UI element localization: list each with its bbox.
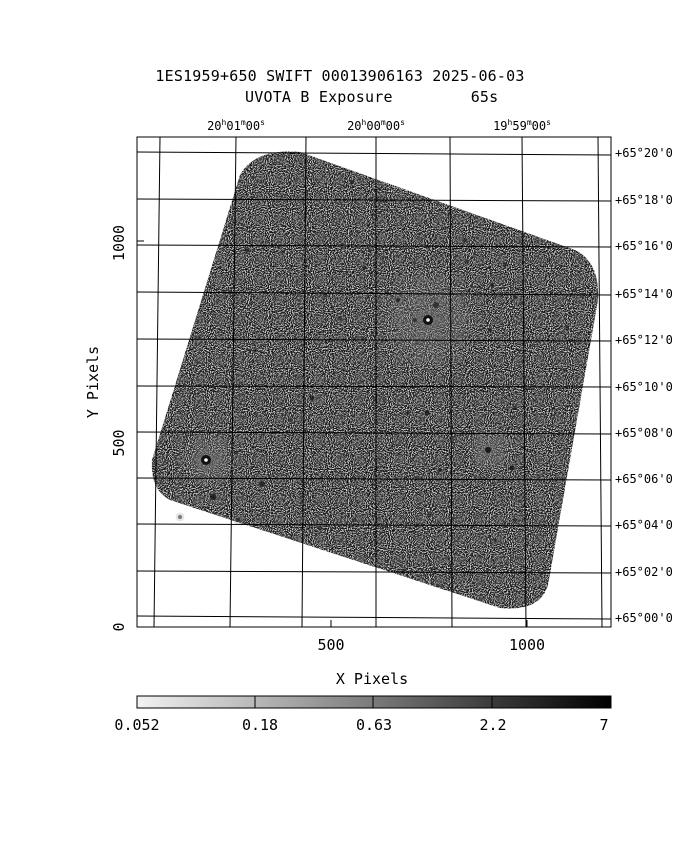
exposure-field <box>151 151 599 609</box>
colorbar-label-3: 0.63 <box>355 716 393 734</box>
star-source <box>433 302 439 308</box>
star-source <box>353 518 357 522</box>
ra-tick-label: 20h00m00s <box>347 118 405 133</box>
star-source <box>488 328 492 332</box>
x-tick-500: 500 <box>317 636 344 654</box>
star-source <box>323 293 327 297</box>
star-sources <box>175 177 580 576</box>
plot-frame <box>136 136 612 628</box>
star-source <box>424 410 430 416</box>
x-tick-1000: 1000 <box>509 636 545 654</box>
star-source <box>413 318 417 322</box>
colorbar-ticks <box>254 696 493 708</box>
y-tick-0: 0 <box>110 622 128 631</box>
star-source <box>234 451 238 455</box>
star-source <box>228 290 232 294</box>
star-source <box>509 465 515 471</box>
dec-tick-label: +65°12'0 <box>615 333 673 347</box>
star-source <box>485 447 491 453</box>
dec-axis-labels: +65°20'0 +65°18'0 +65°16'0 +65°14'0 +65°12'0… <box>615 146 673 625</box>
star-source <box>547 258 551 262</box>
dec-tick-label: +65°16'0 <box>615 239 673 253</box>
saturated-core <box>426 318 430 322</box>
star-source <box>513 518 517 522</box>
filter-label: UVOTA B Exposure <box>245 88 393 106</box>
star-source <box>490 283 494 287</box>
star-source <box>465 260 469 264</box>
star-source <box>288 418 292 422</box>
dec-tick-label: +65°06'0 <box>615 472 673 486</box>
star-source <box>463 238 467 242</box>
dec-tick-label: +65°02'0 <box>615 565 673 579</box>
star-source <box>368 248 372 252</box>
star-source <box>493 538 497 542</box>
star-source <box>309 395 315 401</box>
ra-tick-label: 20h01m00s <box>207 118 265 133</box>
star-source <box>259 481 265 487</box>
y-tick-500: 500 <box>110 429 128 456</box>
ra-tick-label: 19h59m00s <box>493 118 551 133</box>
star-source <box>406 411 410 415</box>
star-source <box>362 266 366 270</box>
y-axis-label: Y Pixels <box>84 346 102 418</box>
wcs-grid <box>136 136 612 628</box>
y-tick-1000: 1000 <box>110 225 128 261</box>
dec-tick-label: +65°20'0 <box>615 146 673 160</box>
star-source <box>573 288 577 292</box>
star-source <box>253 348 257 352</box>
saturated-core <box>204 458 208 462</box>
colorbar-label-min: 0.052 <box>114 716 160 734</box>
star-source <box>396 298 400 302</box>
pixel-axis-ticks <box>137 240 528 628</box>
dec-tick-label: +65°14'0 <box>615 287 673 301</box>
colorbar-label-4: 2.2 <box>479 716 507 734</box>
star-source <box>210 494 216 500</box>
star-source <box>503 263 507 267</box>
dec-tick-label: +65°00'0 <box>615 611 673 625</box>
star-source <box>244 247 250 253</box>
colorbar-label-2: 0.18 <box>241 716 279 734</box>
dec-tick-label: +65°04'0 <box>615 518 673 532</box>
colorbar <box>136 695 612 709</box>
star-source <box>350 180 354 184</box>
star-source <box>236 518 240 522</box>
star-source <box>438 468 442 472</box>
image-title: 1ES1959+650 SWIFT 00013906163 2025-06-03 <box>155 67 525 85</box>
dec-tick-label: +65°10'0 <box>615 380 673 394</box>
colorbar-label-max: 7 <box>599 716 609 734</box>
star-source <box>563 368 567 372</box>
star-source <box>318 526 322 530</box>
star-source <box>565 326 569 330</box>
star-source <box>513 406 517 410</box>
star-source <box>178 515 182 519</box>
x-axis-label: X Pixels <box>336 670 408 688</box>
star-source <box>428 513 432 517</box>
dec-tick-label: +65°18'0 <box>615 193 673 207</box>
exposure-label: 65s <box>470 88 499 106</box>
dec-tick-label: +65°08'0 <box>615 426 673 440</box>
image-subtitle: UVOTA B Exposure 65s <box>245 88 498 106</box>
star-source <box>513 295 517 299</box>
star-source <box>338 316 342 320</box>
star-source <box>281 250 285 254</box>
star-source <box>378 408 382 412</box>
ra-axis-labels: 20h01m00s 20h00m00s 19h59m00s <box>207 118 551 133</box>
